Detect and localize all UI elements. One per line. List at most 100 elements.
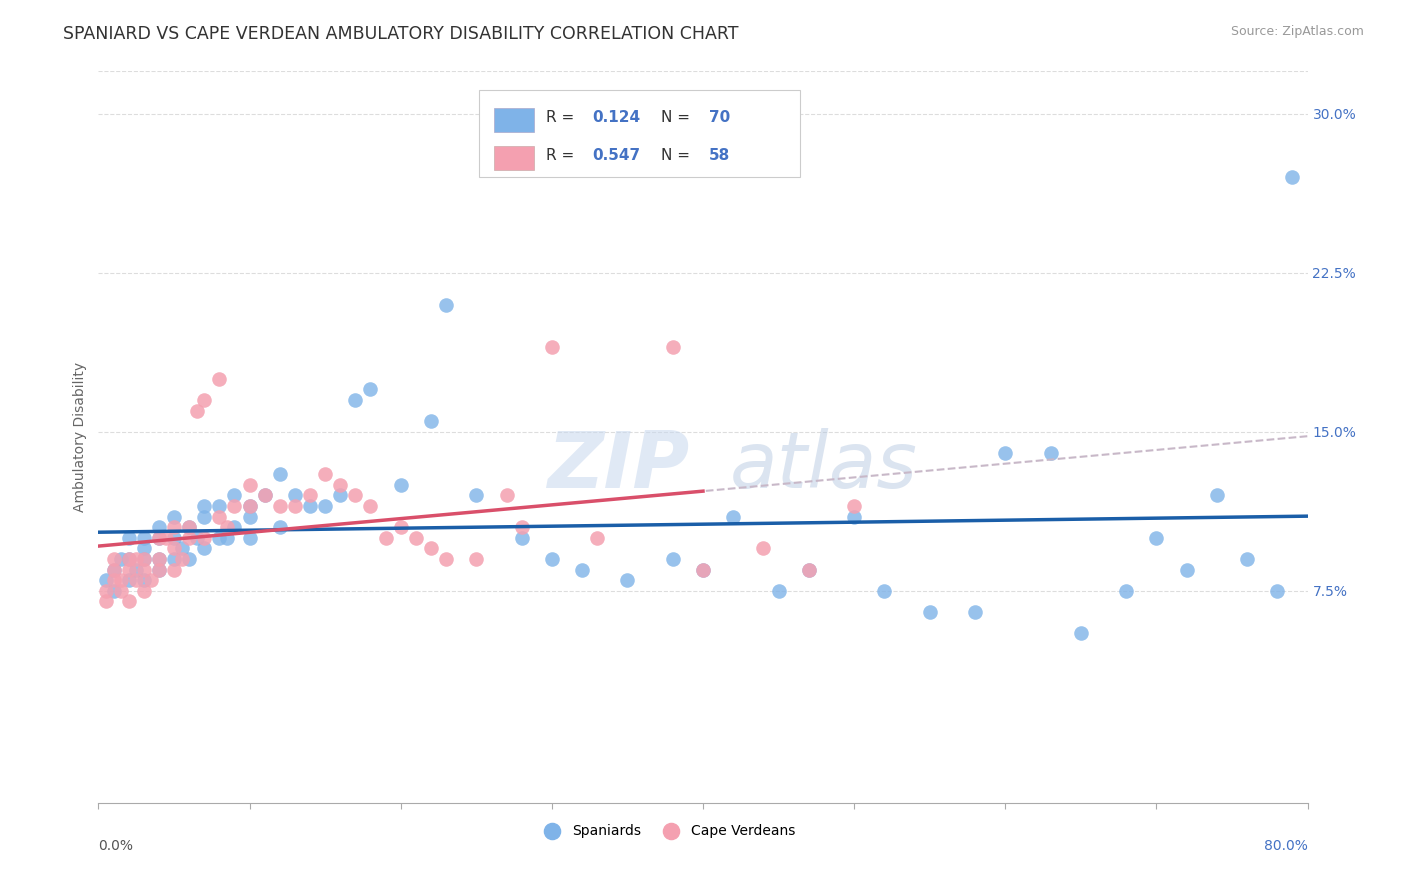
Point: [1281, 170, 1303, 185]
Point: [163, 541, 186, 556]
Point: [148, 563, 170, 577]
Point: [193, 509, 215, 524]
Point: [163, 520, 186, 534]
Point: [148, 552, 170, 566]
Point: [692, 563, 714, 577]
Point: [110, 583, 132, 598]
Text: ZIP: ZIP: [547, 428, 689, 504]
Text: atlas: atlas: [730, 428, 918, 504]
Point: [118, 563, 141, 577]
Text: 0.124: 0.124: [592, 110, 640, 125]
Point: [752, 541, 775, 556]
Point: [510, 531, 533, 545]
Point: [360, 383, 382, 397]
Point: [797, 563, 820, 577]
Point: [132, 541, 155, 556]
Point: [193, 499, 215, 513]
Point: [344, 488, 367, 502]
Point: [110, 573, 132, 587]
Point: [132, 563, 155, 577]
Point: [141, 573, 163, 587]
Point: [239, 477, 262, 491]
Point: [179, 520, 201, 534]
Point: [1175, 563, 1198, 577]
Point: [994, 446, 1017, 460]
Point: [284, 499, 307, 513]
Point: [420, 414, 443, 428]
Point: [405, 531, 427, 545]
Point: [224, 499, 246, 513]
Point: [586, 531, 609, 545]
Point: [179, 552, 201, 566]
Y-axis label: Ambulatory Disability: Ambulatory Disability: [73, 362, 87, 512]
Point: [118, 552, 141, 566]
Point: [125, 573, 148, 587]
Point: [873, 583, 896, 598]
Point: [299, 488, 322, 502]
Point: [208, 499, 231, 513]
Point: [495, 488, 517, 502]
Point: [661, 340, 683, 354]
Point: [148, 520, 170, 534]
Point: [125, 552, 148, 566]
Point: [179, 520, 201, 534]
Point: [1039, 446, 1062, 460]
Point: [844, 509, 866, 524]
Text: R =: R =: [546, 148, 579, 163]
Point: [1115, 583, 1137, 598]
FancyBboxPatch shape: [494, 108, 534, 132]
Text: SPANIARD VS CAPE VERDEAN AMBULATORY DISABILITY CORRELATION CHART: SPANIARD VS CAPE VERDEAN AMBULATORY DISA…: [63, 25, 738, 43]
Point: [170, 552, 193, 566]
Point: [616, 573, 638, 587]
FancyBboxPatch shape: [479, 90, 800, 178]
Point: [193, 392, 215, 407]
Point: [1236, 552, 1258, 566]
Point: [253, 488, 276, 502]
Point: [215, 531, 238, 545]
Point: [269, 499, 291, 513]
Point: [110, 552, 132, 566]
Point: [510, 520, 533, 534]
Point: [94, 573, 117, 587]
Point: [125, 563, 148, 577]
Point: [389, 477, 412, 491]
Point: [374, 531, 396, 545]
Text: 70: 70: [709, 110, 730, 125]
FancyBboxPatch shape: [494, 145, 534, 169]
Point: [132, 531, 155, 545]
Point: [1144, 531, 1167, 545]
Point: [132, 583, 155, 598]
Point: [540, 340, 562, 354]
Text: 80.0%: 80.0%: [1264, 839, 1308, 854]
Point: [179, 531, 201, 545]
Point: [103, 563, 125, 577]
Point: [118, 531, 141, 545]
Point: [103, 573, 125, 587]
Point: [314, 499, 336, 513]
Point: [571, 563, 593, 577]
Point: [1267, 583, 1289, 598]
Point: [540, 552, 562, 566]
Point: [965, 605, 987, 619]
Point: [132, 573, 155, 587]
Point: [797, 563, 820, 577]
Point: [148, 531, 170, 545]
Point: [420, 541, 443, 556]
Point: [148, 563, 170, 577]
Point: [163, 552, 186, 566]
Point: [208, 509, 231, 524]
Point: [148, 531, 170, 545]
Point: [186, 403, 208, 417]
Point: [193, 531, 215, 545]
Point: [239, 531, 262, 545]
Point: [94, 594, 117, 608]
Point: [163, 531, 186, 545]
Point: [329, 488, 352, 502]
Text: N =: N =: [661, 148, 695, 163]
Point: [344, 392, 367, 407]
Point: [132, 552, 155, 566]
Point: [186, 531, 208, 545]
Point: [215, 520, 238, 534]
Point: [1206, 488, 1229, 502]
Point: [224, 488, 246, 502]
